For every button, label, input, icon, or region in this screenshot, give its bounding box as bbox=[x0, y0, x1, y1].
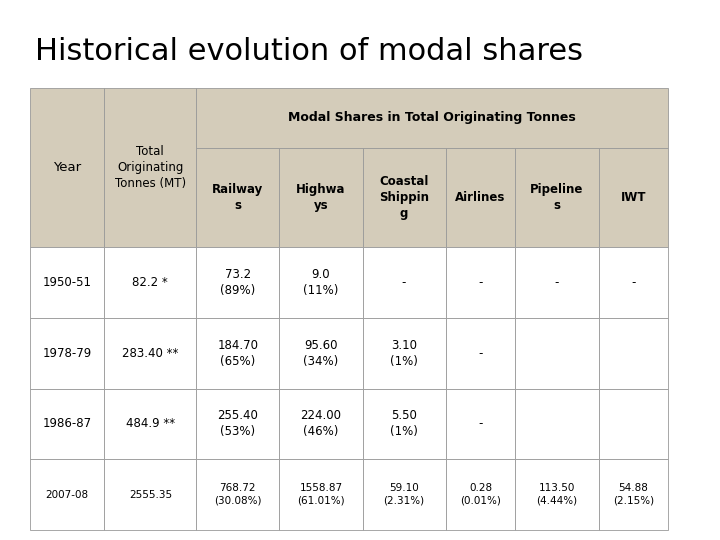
Bar bbox=[104, 318, 197, 389]
Bar bbox=[446, 460, 516, 530]
Bar bbox=[30, 88, 104, 247]
Bar bbox=[362, 147, 446, 247]
Bar bbox=[362, 247, 446, 318]
Bar bbox=[516, 460, 598, 530]
Bar bbox=[516, 147, 598, 247]
Bar bbox=[446, 247, 516, 318]
Bar bbox=[516, 318, 598, 389]
Text: 59.10
(2.31%): 59.10 (2.31%) bbox=[384, 483, 425, 506]
Text: 73.2
(89%): 73.2 (89%) bbox=[220, 268, 256, 297]
Bar bbox=[598, 318, 668, 389]
Bar bbox=[197, 147, 279, 247]
Text: -: - bbox=[631, 276, 636, 289]
Bar bbox=[279, 318, 362, 389]
Text: -: - bbox=[555, 276, 559, 289]
Text: Pipeline
s: Pipeline s bbox=[531, 183, 584, 212]
Bar bbox=[279, 460, 362, 530]
Text: Railway
s: Railway s bbox=[212, 183, 264, 212]
Bar bbox=[197, 389, 279, 460]
Text: 5.50
(1%): 5.50 (1%) bbox=[390, 409, 418, 438]
Text: 0.28
(0.01%): 0.28 (0.01%) bbox=[460, 483, 501, 506]
Bar bbox=[598, 389, 668, 460]
Text: 283.40 **: 283.40 ** bbox=[122, 347, 179, 360]
Bar bbox=[30, 389, 104, 460]
Bar bbox=[362, 460, 446, 530]
Text: 95.60
(34%): 95.60 (34%) bbox=[303, 339, 338, 368]
Text: 1986-87: 1986-87 bbox=[42, 417, 92, 430]
Text: 255.40
(53%): 255.40 (53%) bbox=[217, 409, 258, 438]
Text: 82.2 *: 82.2 * bbox=[132, 276, 168, 289]
Bar bbox=[30, 318, 104, 389]
Text: 1978-79: 1978-79 bbox=[42, 347, 92, 360]
Text: 113.50
(4.44%): 113.50 (4.44%) bbox=[536, 483, 577, 506]
Bar bbox=[362, 318, 446, 389]
Bar bbox=[197, 247, 279, 318]
Bar bbox=[104, 88, 197, 247]
Bar bbox=[446, 389, 516, 460]
Bar bbox=[598, 247, 668, 318]
Text: 768.72
(30.08%): 768.72 (30.08%) bbox=[214, 483, 261, 506]
Text: Historical evolution of modal shares: Historical evolution of modal shares bbox=[35, 37, 583, 66]
Bar bbox=[104, 389, 197, 460]
Bar bbox=[30, 460, 104, 530]
Text: -: - bbox=[478, 347, 482, 360]
Bar bbox=[197, 460, 279, 530]
Text: 1950-51: 1950-51 bbox=[42, 276, 91, 289]
Text: 484.9 **: 484.9 ** bbox=[126, 417, 175, 430]
Text: Highwa
ys: Highwa ys bbox=[296, 183, 346, 212]
Bar bbox=[197, 318, 279, 389]
Text: 224.00
(46%): 224.00 (46%) bbox=[300, 409, 341, 438]
Bar bbox=[516, 389, 598, 460]
Bar bbox=[279, 389, 362, 460]
Text: 3.10
(1%): 3.10 (1%) bbox=[390, 339, 418, 368]
Text: 9.0
(11%): 9.0 (11%) bbox=[303, 268, 338, 297]
Text: 1558.87
(61.01%): 1558.87 (61.01%) bbox=[297, 483, 345, 506]
Bar bbox=[446, 147, 516, 247]
Text: 2007-08: 2007-08 bbox=[45, 490, 89, 500]
Text: 2555.35: 2555.35 bbox=[129, 490, 172, 500]
Text: Modal Shares in Total Originating Tonnes: Modal Shares in Total Originating Tonnes bbox=[289, 111, 576, 124]
Text: IWT: IWT bbox=[621, 191, 647, 204]
Text: -: - bbox=[478, 417, 482, 430]
Bar bbox=[362, 389, 446, 460]
Bar bbox=[279, 147, 362, 247]
Text: Year: Year bbox=[53, 161, 81, 174]
Bar bbox=[598, 147, 668, 247]
Bar bbox=[598, 460, 668, 530]
Bar bbox=[104, 460, 197, 530]
Bar bbox=[30, 247, 104, 318]
Bar bbox=[197, 88, 668, 147]
Text: Total
Originating
Tonnes (MT): Total Originating Tonnes (MT) bbox=[114, 145, 186, 190]
Text: 54.88
(2.15%): 54.88 (2.15%) bbox=[613, 483, 654, 506]
Text: -: - bbox=[478, 276, 482, 289]
Text: Airlines: Airlines bbox=[455, 191, 505, 204]
Text: Coastal
Shippin
g: Coastal Shippin g bbox=[379, 175, 429, 220]
Text: -: - bbox=[402, 276, 406, 289]
Bar bbox=[104, 247, 197, 318]
Bar bbox=[516, 247, 598, 318]
Bar bbox=[446, 318, 516, 389]
Bar bbox=[279, 247, 362, 318]
Text: 184.70
(65%): 184.70 (65%) bbox=[217, 339, 258, 368]
